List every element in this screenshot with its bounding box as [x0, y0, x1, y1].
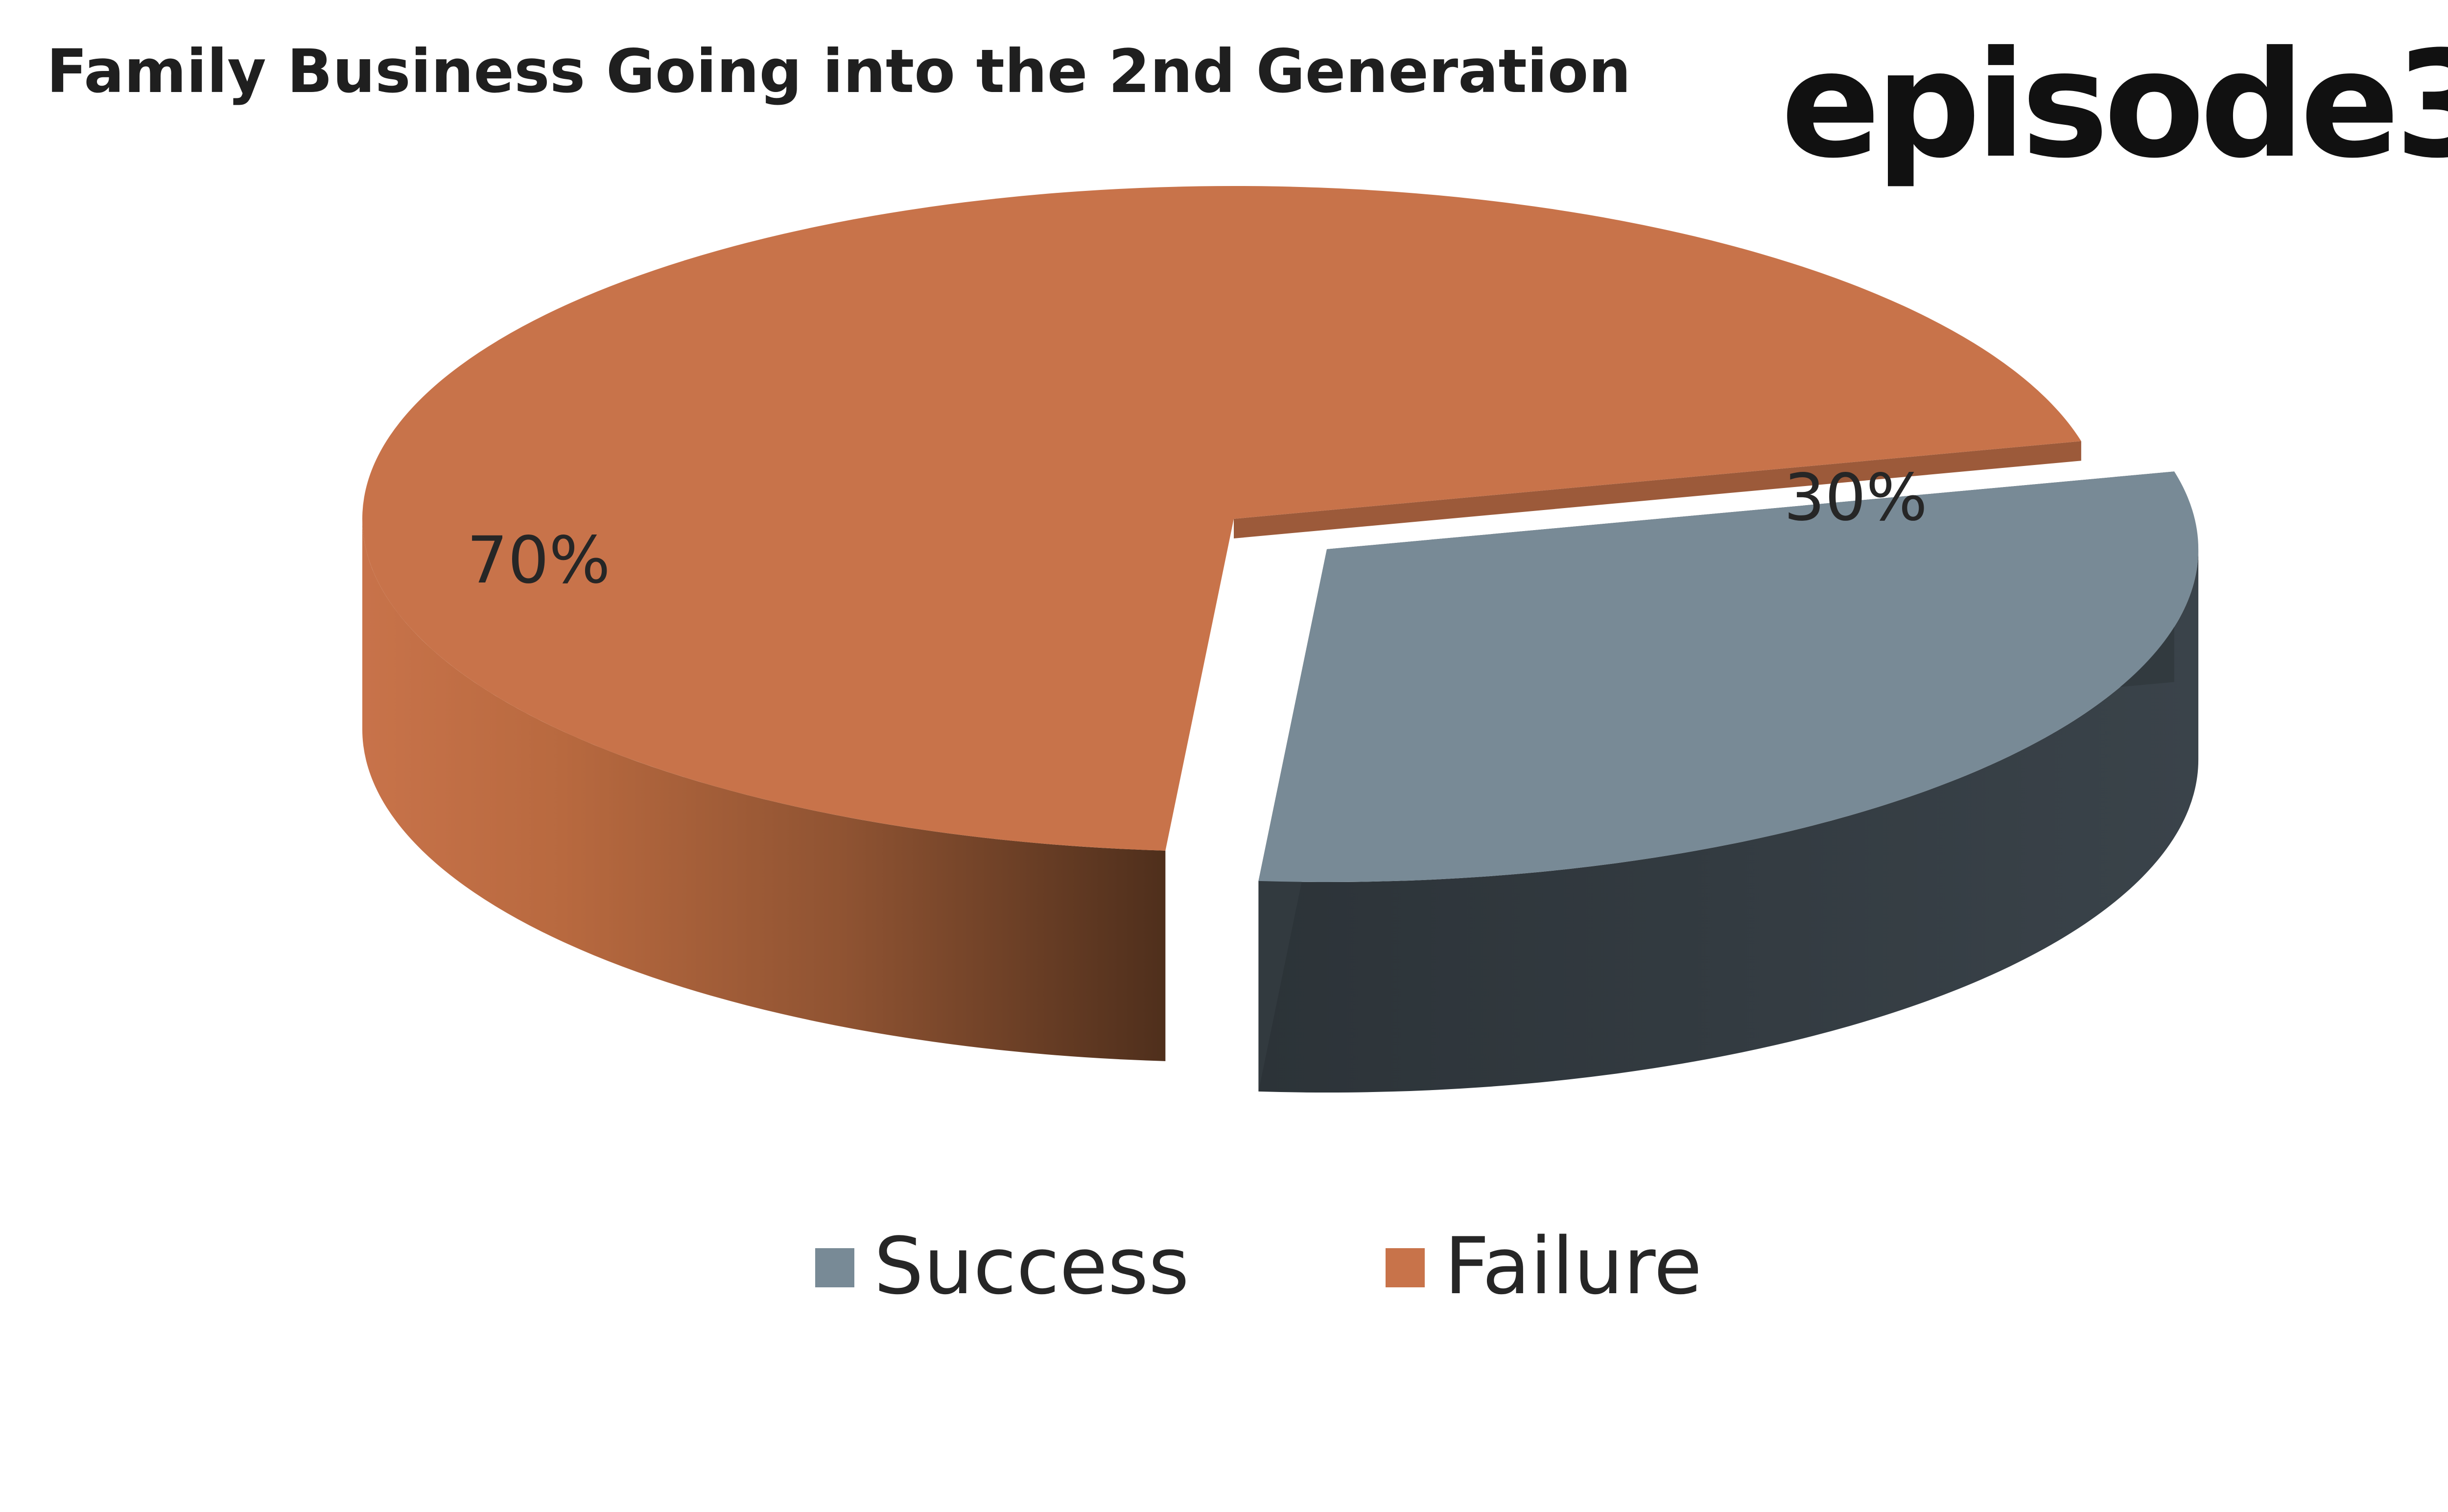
success-data-label: 30%: [1784, 460, 1927, 535]
success-slice-side: [1258, 549, 2199, 1093]
failure-slice: [362, 186, 2081, 851]
chart-title: Family Business Going into the 2nd Gener…: [47, 37, 1631, 106]
success-legend-label: Success: [874, 1220, 1189, 1312]
failure-legend-swatch: [1386, 1248, 1425, 1287]
failure-data-label: 70%: [467, 523, 610, 598]
success-slice: [1258, 471, 2199, 883]
failure-legend-label: Failure: [1444, 1220, 1702, 1312]
failure-slice-inner-wall: [1234, 441, 2081, 538]
episode3-logo: episode3: [1781, 20, 2448, 190]
chart-legend: Success Failure: [815, 1220, 1702, 1312]
pie-chart: 30% 70%: [362, 186, 2199, 1093]
success-legend-swatch: [815, 1248, 854, 1287]
failure-slice-side: [362, 519, 1166, 1061]
